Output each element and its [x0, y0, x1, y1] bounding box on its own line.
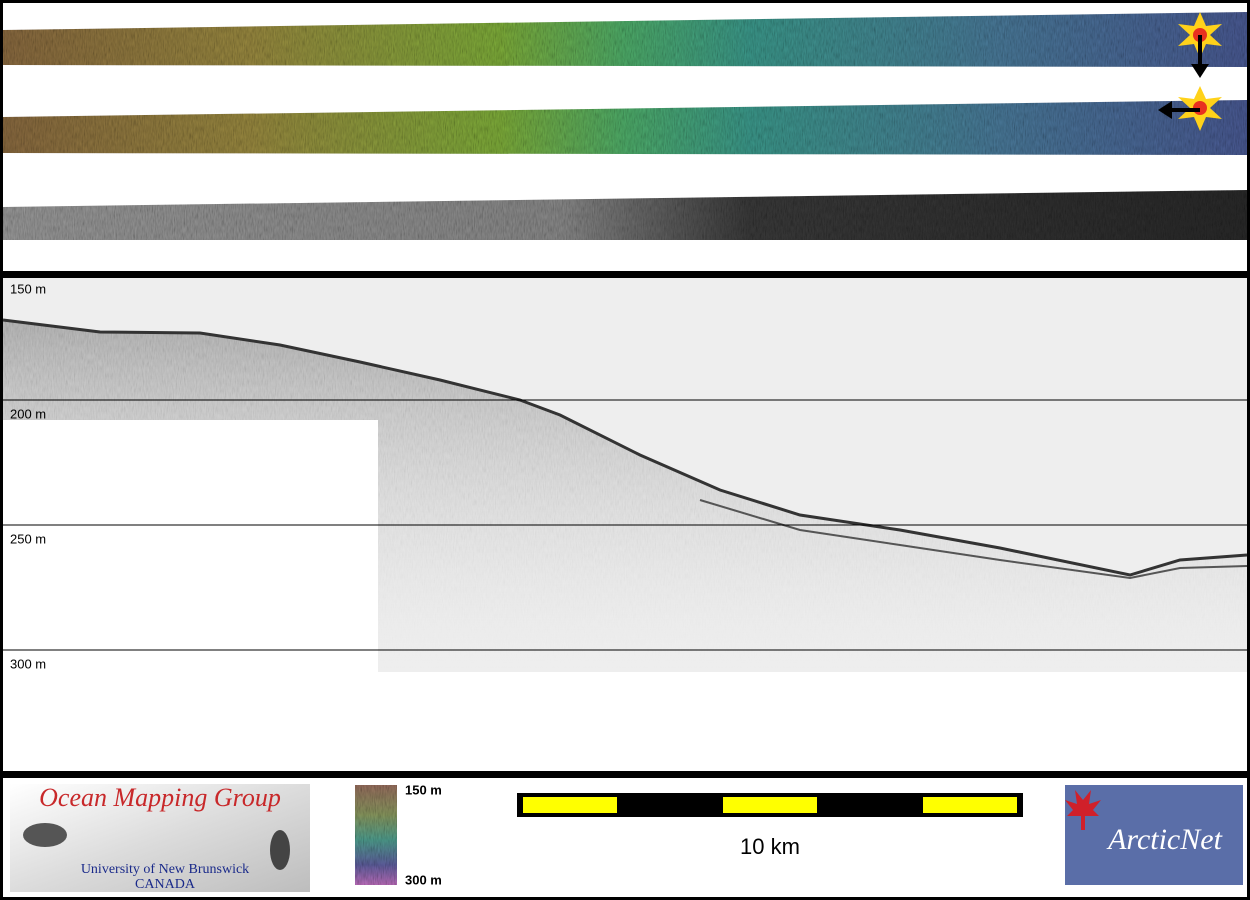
sun-icon: [1178, 12, 1222, 78]
logo-university: University of New Brunswick: [81, 862, 249, 877]
depth-label: 300 m: [10, 656, 46, 671]
seabed-line: [2, 318, 1248, 577]
logo-country: CANADA: [135, 877, 196, 892]
logo-title: Ocean Mapping Group: [39, 783, 281, 812]
scale-bar: [517, 793, 1023, 817]
logo-figure: [270, 830, 290, 870]
sun-icon: [1158, 86, 1222, 131]
depth-label: 250 m: [10, 531, 46, 546]
backscatter-swath: [3, 190, 1247, 240]
sub-bottom-reflector: [699, 499, 1248, 580]
partner-logo-label: ArcticNet: [1106, 823, 1223, 856]
colorbar-label: 150 m: [405, 782, 442, 797]
data-gap: [3, 420, 378, 672]
depth-label: 200 m: [10, 406, 46, 421]
bathymetry-swath: [3, 100, 1247, 155]
colorbar: [355, 785, 397, 885]
bathymetry-swath: [3, 12, 1247, 67]
logo-figure: [23, 823, 67, 847]
scale-label: 10 km: [740, 834, 800, 859]
depth-label: 150 m: [10, 281, 46, 296]
maple-leaf: [1065, 790, 1101, 830]
colorbar-label: 300 m: [405, 872, 442, 887]
partner-logo-box: [1065, 785, 1243, 885]
